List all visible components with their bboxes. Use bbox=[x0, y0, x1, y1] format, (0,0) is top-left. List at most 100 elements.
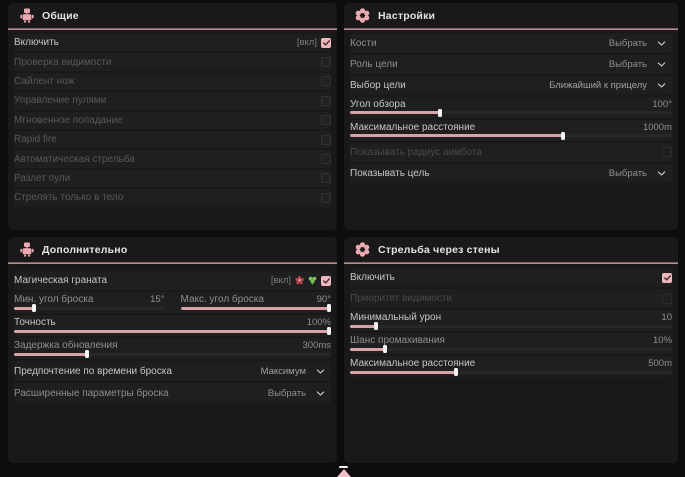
row-включить[interactable]: Включить [вкл] bbox=[14, 34, 331, 52]
checkbox[interactable] bbox=[321, 37, 331, 48]
header-divider bbox=[8, 262, 337, 264]
slider-label-line: Задержка обновления 300ms bbox=[14, 340, 331, 351]
row-label: Включить bbox=[350, 272, 395, 283]
dual-slider-col: Мин. угол броска 15° bbox=[14, 294, 165, 312]
dual-slider-col: Макс. угол броска 90° bbox=[180, 294, 331, 312]
row-мгновенное-попадание[interactable]: Мгновенное попадание bbox=[14, 111, 331, 129]
slider-label: Макс. угол броска bbox=[180, 294, 264, 305]
slider-track[interactable] bbox=[14, 327, 331, 335]
select-row[interactable]: Кости Выбрать bbox=[350, 33, 672, 53]
row-магическая-граната[interactable]: Магическая граната [вкл] bbox=[14, 271, 331, 290]
select-value: Максимум bbox=[260, 365, 306, 377]
select-row[interactable]: Показывать цель Выбрать bbox=[350, 163, 672, 183]
select-row[interactable]: Расширенные параметры броска Выбрать bbox=[14, 383, 331, 403]
row-label: Кости bbox=[350, 37, 377, 49]
slider-row[interactable]: Минимальный урон 10 bbox=[350, 310, 672, 331]
checkbox[interactable] bbox=[321, 192, 331, 203]
panel-settings: Настройки Кости Выбрать Роль цели Выбрать Вы… bbox=[344, 3, 678, 230]
row-автоматическая-стрельба[interactable]: Автоматическая стрельба bbox=[14, 150, 331, 168]
slider-thumb[interactable] bbox=[31, 304, 36, 312]
row-label: Выбор цели bbox=[350, 79, 406, 91]
chevron-down-icon[interactable] bbox=[657, 60, 666, 69]
slider-thumb[interactable] bbox=[560, 131, 565, 140]
slider-thumb[interactable] bbox=[327, 304, 331, 312]
chevron-down-icon[interactable] bbox=[316, 389, 325, 398]
checkbox[interactable] bbox=[321, 57, 331, 68]
row-сайлент-нож[interactable]: Сайлент нож bbox=[14, 72, 331, 91]
slider-thumb[interactable] bbox=[454, 368, 459, 376]
panel-title: Настройки bbox=[378, 9, 436, 22]
slider-track[interactable] bbox=[14, 304, 165, 312]
panel-additional: Дополнительно Магическая граната [вкл] Мин… bbox=[8, 237, 337, 463]
row-проверка-видимости[interactable]: Проверка видимости bbox=[14, 53, 331, 71]
slider-thumb[interactable] bbox=[84, 350, 89, 358]
slider-track[interactable] bbox=[180, 304, 331, 312]
slider-thumb[interactable] bbox=[383, 345, 388, 353]
slider-row[interactable]: Точность 100% bbox=[14, 315, 331, 336]
slider-fill bbox=[350, 370, 457, 374]
panel-settings-header: Настройки bbox=[344, 3, 678, 28]
chevron-down-icon[interactable] bbox=[657, 169, 666, 178]
slider-thumb[interactable] bbox=[438, 108, 443, 117]
slider-label: Шанс промахивания bbox=[350, 335, 445, 346]
row-label: Rapid fire bbox=[14, 134, 57, 146]
robot-icon bbox=[19, 8, 34, 23]
row-rapid-fire[interactable]: Rapid fire bbox=[14, 130, 331, 149]
row-показывать-радиус-аимбота[interactable]: Показывать радиус аимбота bbox=[350, 142, 672, 162]
slider-label: Угол обзора bbox=[350, 98, 406, 110]
checkbox[interactable] bbox=[321, 275, 331, 286]
slider-thumb[interactable] bbox=[373, 322, 378, 330]
slider-value: 90° bbox=[316, 294, 331, 305]
row-разлет-пули[interactable]: Разлет пули bbox=[14, 169, 331, 188]
slider-label-line: Точность 100% bbox=[14, 317, 331, 328]
select-row[interactable]: Роль цели Выбрать bbox=[350, 54, 672, 74]
select-value: Выбрать bbox=[608, 167, 647, 179]
slider-track[interactable] bbox=[350, 108, 672, 117]
slider-value: 100° bbox=[652, 98, 672, 110]
select-value: Выбрать bbox=[267, 387, 306, 399]
row-label: Приоритет видимости bbox=[350, 293, 453, 304]
slider-row[interactable]: Максимальное расстояние 1000m bbox=[350, 119, 672, 141]
cursor-bar bbox=[339, 466, 348, 468]
slider-row[interactable]: Задержка обновления 300ms bbox=[14, 338, 331, 359]
checkbox[interactable] bbox=[321, 173, 331, 184]
checkbox[interactable] bbox=[662, 147, 672, 157]
checkbox[interactable] bbox=[662, 293, 672, 304]
chevron-down-icon[interactable] bbox=[316, 367, 325, 376]
slider-fill bbox=[14, 306, 34, 310]
slider-track[interactable] bbox=[14, 350, 331, 358]
slider-track[interactable] bbox=[350, 368, 672, 376]
flower-icon bbox=[355, 242, 370, 257]
chevron-down-icon[interactable] bbox=[657, 39, 666, 48]
row-включить[interactable]: Включить bbox=[350, 268, 672, 287]
slider-row[interactable]: Максимальное расстояние 500m bbox=[350, 356, 672, 377]
slider-fill bbox=[14, 352, 87, 356]
panel-wallshoot-header: Стрельба через стены bbox=[344, 237, 678, 262]
checkbox[interactable] bbox=[321, 76, 331, 87]
slider-track[interactable] bbox=[350, 345, 672, 353]
row-label: Расширенные параметры броска bbox=[14, 387, 169, 399]
row-приоритет-видимости[interactable]: Приоритет видимости bbox=[350, 289, 672, 308]
slider-row[interactable]: Угол обзора 100° bbox=[350, 96, 672, 118]
select-row[interactable]: Предпочтение по времени броска Максимум bbox=[14, 361, 331, 381]
select-value: Выбрать bbox=[608, 58, 647, 70]
slider-label: Задержка обновления bbox=[14, 340, 118, 351]
row-label: Стрелять только в тело bbox=[14, 192, 124, 204]
select-row[interactable]: Выбор цели Ближайший к прицелу bbox=[350, 75, 672, 95]
chevron-down-icon[interactable] bbox=[657, 81, 666, 90]
row-управление-пулями[interactable]: Управление пулями bbox=[14, 92, 331, 110]
slider-track[interactable] bbox=[350, 322, 672, 330]
checkbox[interactable] bbox=[321, 115, 331, 126]
checkbox[interactable] bbox=[662, 272, 672, 283]
state-tag: [вкл] bbox=[296, 37, 317, 49]
checkbox[interactable] bbox=[321, 134, 331, 145]
slider-track[interactable] bbox=[350, 131, 672, 140]
checkbox[interactable] bbox=[321, 154, 331, 165]
panel-settings-content: Кости Выбрать Роль цели Выбрать Выбор цели Бл… bbox=[344, 30, 678, 183]
slider-thumb[interactable] bbox=[327, 327, 331, 335]
checkbox[interactable] bbox=[321, 95, 331, 106]
panel-additional-header: Дополнительно bbox=[8, 237, 337, 262]
slider-row[interactable]: Шанс промахивания 10% bbox=[350, 333, 672, 354]
dual-slider-row[interactable]: Мин. угол броска 15° Макс. угол броска 90° bbox=[14, 292, 331, 313]
row-стрелять-только-в-тело[interactable]: Стрелять только в тело bbox=[14, 189, 331, 207]
